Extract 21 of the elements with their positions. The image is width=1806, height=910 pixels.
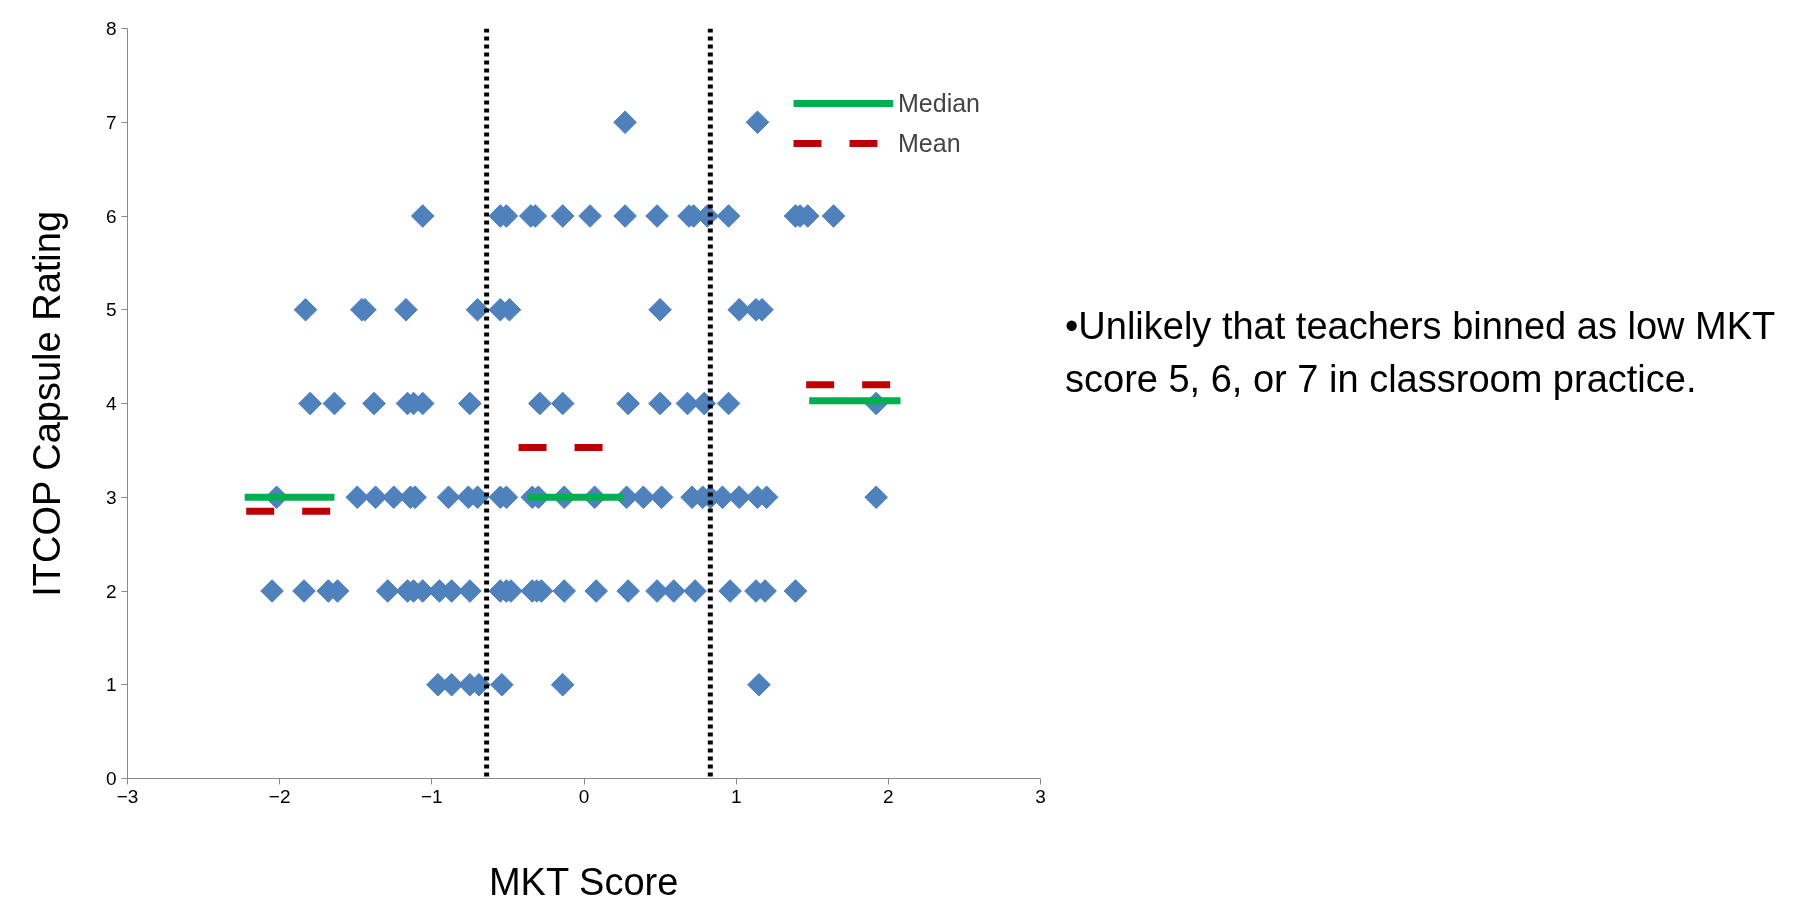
text: •Unlikely that teachers binned as low MKT score 5, 6, or 7 in classroom practice. <box>1065 304 1776 403</box>
x-tick-label: 0 <box>578 785 590 807</box>
y-axis-title: ITCOP Capsule Rating <box>25 210 68 597</box>
y-tick-label: 1 <box>105 674 117 696</box>
x-tick-label: 1 <box>730 785 742 807</box>
y-tick-label: 6 <box>105 205 117 227</box>
x-tick-label: −1 <box>421 785 443 807</box>
x-axis-title: MKT Score <box>488 860 679 903</box>
y-tick-label: 0 <box>105 768 117 789</box>
legend-label: Median <box>898 88 980 118</box>
y-tick-label: 5 <box>105 299 117 321</box>
y-tick-label: 8 <box>105 18 117 39</box>
x-tick-label: 2 <box>883 785 894 807</box>
legend-label: Mean <box>898 128 961 158</box>
x-tick-label: −3 <box>116 785 139 807</box>
y-tick-label: 4 <box>105 393 117 414</box>
y-tick-label: 2 <box>105 580 117 602</box>
y-tick-label: 7 <box>105 111 117 133</box>
y-tick-label: 3 <box>105 486 117 508</box>
x-tick-label: 3 <box>1035 785 1046 807</box>
x-tick-label: −2 <box>268 785 291 807</box>
